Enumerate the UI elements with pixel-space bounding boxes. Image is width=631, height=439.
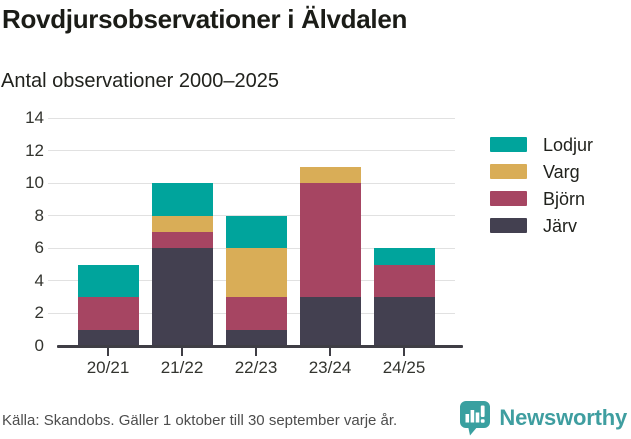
source-note: Källa: Skandobs. Gäller 1 oktober till 3… [2, 412, 398, 429]
bar-segment-bjrn [77, 297, 139, 330]
newsworthy-wordmark: Newsworthy [499, 404, 627, 430]
x-axis-tick [403, 348, 405, 356]
bar-segment-lodjur [151, 183, 213, 216]
gridline [48, 215, 455, 217]
legend-item-lodjur: Lodjur [490, 134, 594, 155]
legend-item-bjrn: Björn [490, 188, 593, 209]
x-tick-label: 22/23 [234, 358, 278, 377]
legend: Lodjur Varg Björn Järv [490, 134, 594, 245]
bar-segment-jrv [77, 329, 139, 346]
legend-label: Lodjur [543, 134, 594, 155]
x-tick-label: 23/24 [308, 358, 352, 377]
bar-segment-varg [225, 248, 287, 298]
gridline [48, 182, 455, 184]
bar-segment-jrv [299, 297, 361, 346]
bar-segment-bjrn [373, 264, 435, 298]
legend-swatch [490, 137, 527, 152]
gridline [48, 117, 455, 119]
bar-segment-jrv [151, 248, 213, 346]
newsworthy-icon [460, 401, 491, 436]
x-axis-tick [181, 348, 183, 356]
bar-segment-varg [299, 166, 361, 184]
bar-segment-bjrn [151, 232, 213, 249]
y-tick-label: 2 [34, 303, 44, 323]
x-axis-line [57, 345, 463, 348]
legend-item-varg: Varg [490, 161, 593, 182]
y-tick-label: 14 [25, 108, 44, 127]
bar-segment-lodjur [225, 215, 287, 249]
bar-segment-jrv [225, 329, 287, 346]
y-tick-label: 12 [25, 140, 44, 160]
legend-swatch [490, 164, 527, 179]
gridline [48, 247, 455, 249]
bar-segment-bjrn [299, 183, 361, 298]
y-tick-label: 10 [25, 173, 44, 193]
y-tick-label: 4 [34, 270, 44, 290]
bar-segment-bjrn [225, 297, 287, 330]
y-tick-label: 6 [34, 238, 44, 258]
y-axis-labels: 0 2 4 6 8 10 12 14 [0, 108, 46, 355]
bar-segment-jrv [373, 297, 435, 346]
x-tick-label: 21/22 [160, 358, 204, 377]
x-axis-tick [255, 348, 257, 356]
x-axis-tick [107, 348, 109, 356]
y-tick-label: 0 [34, 336, 44, 355]
gridline [48, 150, 455, 152]
newsworthy-logo: Newsworthy [459, 399, 627, 436]
x-tick-label: 24/25 [382, 358, 426, 377]
legend-swatch [490, 191, 527, 206]
page-title: Rovdjursobservationer i Älvdalen [2, 4, 408, 34]
legend-item-jrv: Järv [490, 215, 593, 236]
y-tick-label: 8 [34, 205, 44, 225]
bar-segment-varg [151, 215, 213, 232]
bar-segment-lodjur [77, 264, 139, 298]
x-axis-tick [329, 348, 331, 356]
legend-label: Björn [543, 188, 586, 209]
x-axis-labels: 20/21 21/22 22/23 23/24 24/25 [58, 358, 455, 382]
plot-area [48, 117, 463, 356]
legend-swatch [490, 218, 527, 233]
legend-label: Järv [543, 215, 578, 236]
bar-segment-lodjur [373, 248, 435, 265]
legend-label: Varg [543, 161, 580, 182]
x-tick-label: 20/21 [86, 358, 130, 377]
chart-subtitle: Antal observationer 2000–2025 [1, 70, 279, 92]
